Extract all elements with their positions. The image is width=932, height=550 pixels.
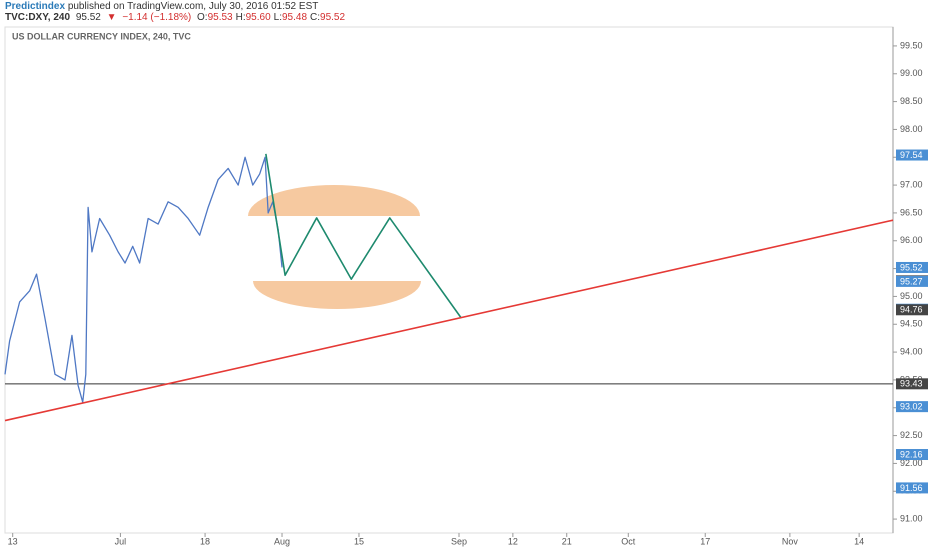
x-tick-label: 18 [200, 536, 210, 546]
y-tick-label: 98.50 [900, 96, 923, 106]
y-tick-label: 96.50 [900, 207, 923, 217]
price-badge [896, 275, 928, 287]
x-tick-label: 17 [700, 536, 710, 546]
author[interactable]: Predictindex [5, 1, 66, 12]
y-tick-label: 95.00 [900, 291, 923, 301]
price-badge [896, 378, 928, 390]
price-badge-label: 93.02 [900, 402, 923, 412]
ohlc-value: 95.60 [245, 12, 271, 23]
price-badge [896, 304, 928, 316]
y-tick-label: 94.50 [900, 319, 923, 329]
price-badge-label: 97.54 [900, 150, 923, 160]
ohlc-value: 95.52 [320, 12, 346, 23]
x-tick-label: 21 [562, 536, 572, 546]
price-badge-label: 92.16 [900, 449, 923, 459]
y-tick-label: 91.00 [900, 513, 923, 523]
price-badge [896, 449, 928, 461]
ohlc-value: 95.53 [207, 12, 233, 23]
x-tick-label: 13 [8, 536, 18, 546]
x-tick-label: 15 [354, 536, 364, 546]
y-tick-label: 94.00 [900, 346, 923, 356]
x-tick-label: Nov [782, 536, 799, 546]
y-tick-label: 92.00 [900, 458, 923, 468]
arrow: ▼ [106, 12, 117, 23]
price-badge [896, 401, 928, 413]
top-zone [248, 185, 420, 216]
price-badge-label: 93.43 [900, 379, 923, 389]
price-badge-label: 91.56 [900, 483, 923, 493]
price-badge [896, 482, 928, 494]
series-line [265, 153, 462, 319]
price-badge-label: 94.76 [900, 305, 923, 315]
x-tick-label: 14 [854, 536, 864, 546]
y-tick-label: 92.50 [900, 430, 923, 440]
ohlc: O:95.53 H:95.60 L:95.48 C:95.52 [197, 12, 348, 23]
symbol-line: TVC:DXY, 240 95.52 ▼ −1.14 (−1.18%) O:95… [5, 12, 351, 23]
publish-line: Predictindex published on TradingView.co… [5, 1, 321, 12]
bottom-zone [253, 281, 421, 309]
symbol: TVC:DXY, 240 [5, 12, 71, 23]
ohlc-key: C: [310, 12, 321, 23]
ohlc-value: 95.48 [282, 12, 308, 23]
x-tick-label: Oct [621, 536, 636, 546]
price-badge [896, 261, 928, 273]
last-price: 95.52 [75, 12, 101, 23]
price-badge-label: 95.52 [900, 262, 923, 272]
ohlc-key: H: [235, 12, 246, 23]
x-tick-label: Aug [274, 536, 290, 546]
y-tick-label: 99.00 [900, 68, 923, 78]
y-tick-label: 97.00 [900, 179, 923, 189]
x-tick-label: Jul [115, 536, 127, 546]
price-badge-label: 95.27 [900, 276, 923, 286]
ohlc-key: O: [197, 12, 208, 23]
x-tick-label: 12 [508, 536, 518, 546]
y-tick-label: 98.00 [900, 124, 923, 134]
change: −1.14 (−1.18%) [122, 12, 192, 23]
x-tick-label: Sep [451, 536, 467, 546]
price-badge [896, 149, 928, 161]
y-tick-label: 99.50 [900, 40, 923, 50]
chart-title: US DOLLAR CURRENCY INDEX, 240, TVC [12, 31, 191, 41]
series-line [4, 156, 283, 403]
series-line [4, 219, 894, 422]
plot-frame [4, 26, 894, 534]
y-tick-label: 96.00 [900, 235, 923, 245]
published: published on TradingView.com, July 30, 2… [67, 1, 319, 12]
ohlc-key: L: [273, 12, 282, 23]
